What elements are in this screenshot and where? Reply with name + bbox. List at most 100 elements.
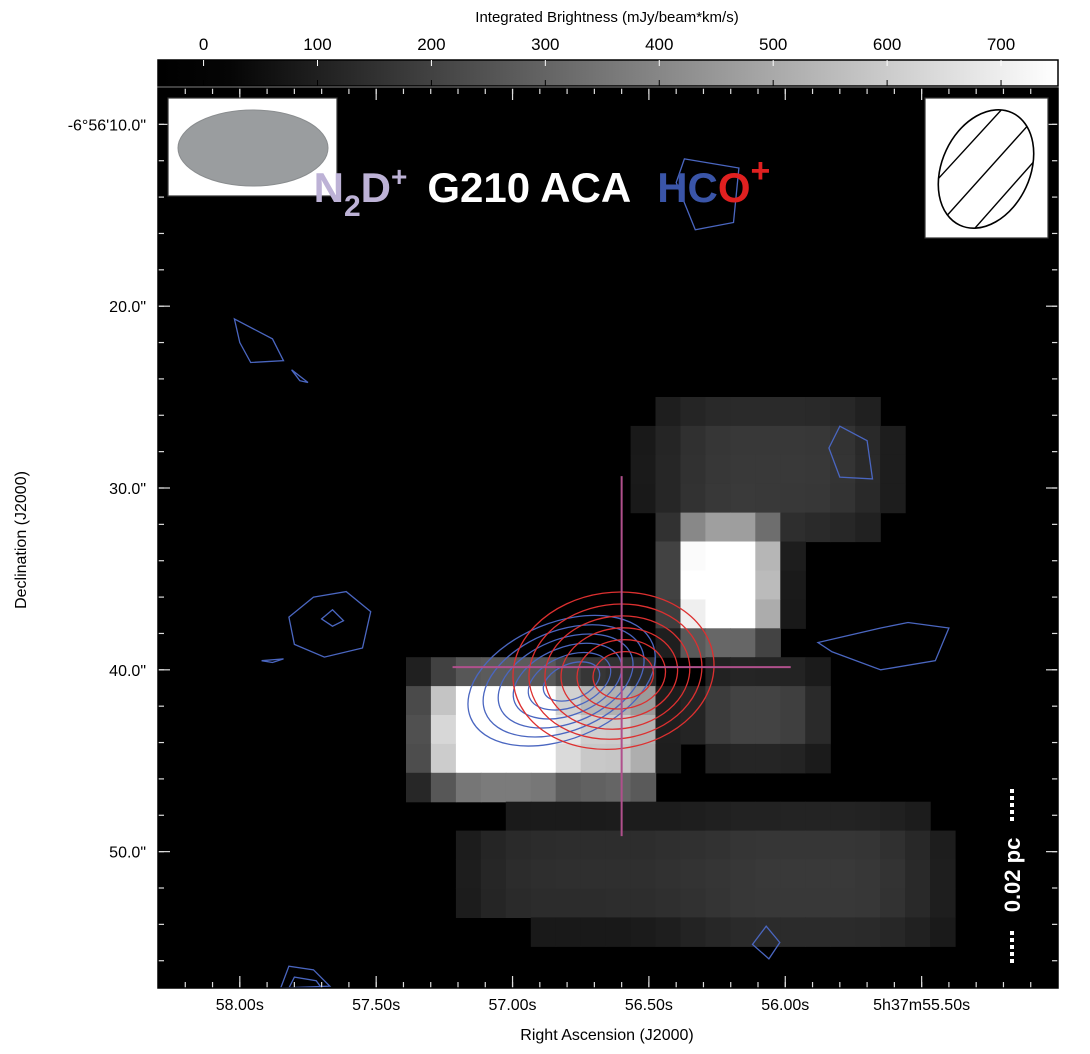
map-pixel [780, 917, 806, 947]
hco-label-blue: HC [657, 164, 718, 211]
map-pixel [555, 859, 582, 889]
map-pixel [755, 512, 781, 543]
map-pixel [855, 859, 881, 889]
map-pixel [880, 917, 906, 947]
map-pixel [830, 801, 856, 832]
red-contour [512, 591, 715, 751]
y-axis-label: Declination (J2000) [13, 471, 30, 609]
map-pixel [755, 425, 781, 456]
map-pixel [930, 888, 956, 918]
map-pixel [655, 628, 682, 658]
map-pixel [430, 743, 457, 774]
x-tick-label: 57.50s [352, 997, 400, 1014]
map-pixel [780, 483, 806, 514]
hco-superscript: + [751, 152, 771, 190]
map-pixel [455, 859, 482, 889]
x-tick-label: 5h37m55.50s [873, 997, 970, 1014]
map-pixel [430, 686, 457, 716]
map-pixel [730, 454, 756, 485]
map-pixel [805, 657, 831, 687]
map-pixel [805, 801, 831, 832]
map-pixel [530, 801, 557, 832]
map-pixel [705, 888, 731, 918]
map-pixel [705, 599, 731, 629]
n2d-beam-icon [177, 109, 329, 187]
map-pixel [655, 570, 682, 600]
map-pixel [805, 686, 831, 716]
map-pixel [680, 628, 707, 658]
map-pixel [730, 512, 756, 543]
map-pixel [430, 772, 457, 803]
map-pixel [406, 657, 432, 687]
colorbar-tick-label: 400 [645, 35, 673, 54]
colorbar-tick-labels: 0 100 200 300 400 500 600 700 [199, 35, 1015, 54]
map-pixel [805, 859, 831, 889]
source-cross [452, 476, 791, 837]
map-pixel [780, 570, 806, 600]
map-pixel [730, 888, 756, 918]
map-pixel [830, 483, 856, 514]
map-pixel [880, 830, 906, 861]
n2d-superscript: + [391, 161, 407, 192]
map-pixel [880, 801, 906, 832]
map-pixel [880, 888, 906, 918]
map-pixel [780, 541, 806, 571]
map-pixel [755, 397, 781, 427]
red-contour [560, 627, 679, 720]
map-pixel [680, 888, 707, 918]
map-pixel [705, 397, 731, 427]
map-pixel [855, 830, 881, 861]
map-pixel [855, 917, 881, 947]
map-pixel [406, 772, 432, 803]
map-pixel [680, 917, 707, 947]
map-pixel [755, 715, 781, 745]
map-pixel [530, 657, 557, 687]
n2d-label: N [314, 164, 344, 211]
map-pixel [880, 454, 906, 485]
map-pixel [630, 454, 657, 485]
map-pixel [605, 772, 632, 803]
red-contour [528, 603, 703, 740]
x-tick-label: 58.00s [216, 997, 264, 1014]
plot-frame [157, 87, 1059, 989]
map-pixel [555, 801, 582, 832]
blue-contour [291, 369, 309, 384]
map-pixel [680, 397, 707, 427]
map-pixel [705, 917, 731, 947]
scale-bar: 0.02 pc [1000, 787, 1025, 963]
map-pixel [505, 743, 532, 774]
map-pixel [655, 512, 682, 543]
colorbar [157, 59, 1059, 87]
blue-contour [542, 661, 601, 702]
map-pixel [480, 772, 507, 803]
map-pixel [805, 483, 831, 514]
map-pixel [680, 599, 707, 629]
map-pixel [755, 859, 781, 889]
red-contour [576, 639, 667, 710]
map-pixel [755, 599, 781, 629]
map-pixel [705, 801, 731, 832]
colorbar-tick-label: 300 [531, 35, 559, 54]
map-pixel [530, 715, 557, 745]
beam-box-right [924, 97, 1049, 239]
map-pixel [455, 830, 482, 861]
map-pixel [855, 454, 881, 485]
map-pixel [555, 772, 582, 803]
map-pixel [705, 425, 731, 456]
map-pixel [730, 483, 756, 514]
x-axis-label: Right Ascension (J2000) [520, 1027, 693, 1044]
blue-contour [482, 624, 645, 738]
map-pixel [680, 483, 707, 514]
map-pixel [680, 715, 707, 745]
map-pixel [430, 657, 457, 687]
map-pixel [530, 830, 557, 861]
blue-contour [512, 642, 623, 720]
map-pixel [755, 541, 781, 571]
map-pixel [830, 454, 856, 485]
map-pixel [655, 454, 682, 485]
map-pixel [705, 859, 731, 889]
map-pixel [630, 888, 657, 918]
map-pixel [655, 917, 682, 947]
map-pixel [705, 541, 731, 571]
